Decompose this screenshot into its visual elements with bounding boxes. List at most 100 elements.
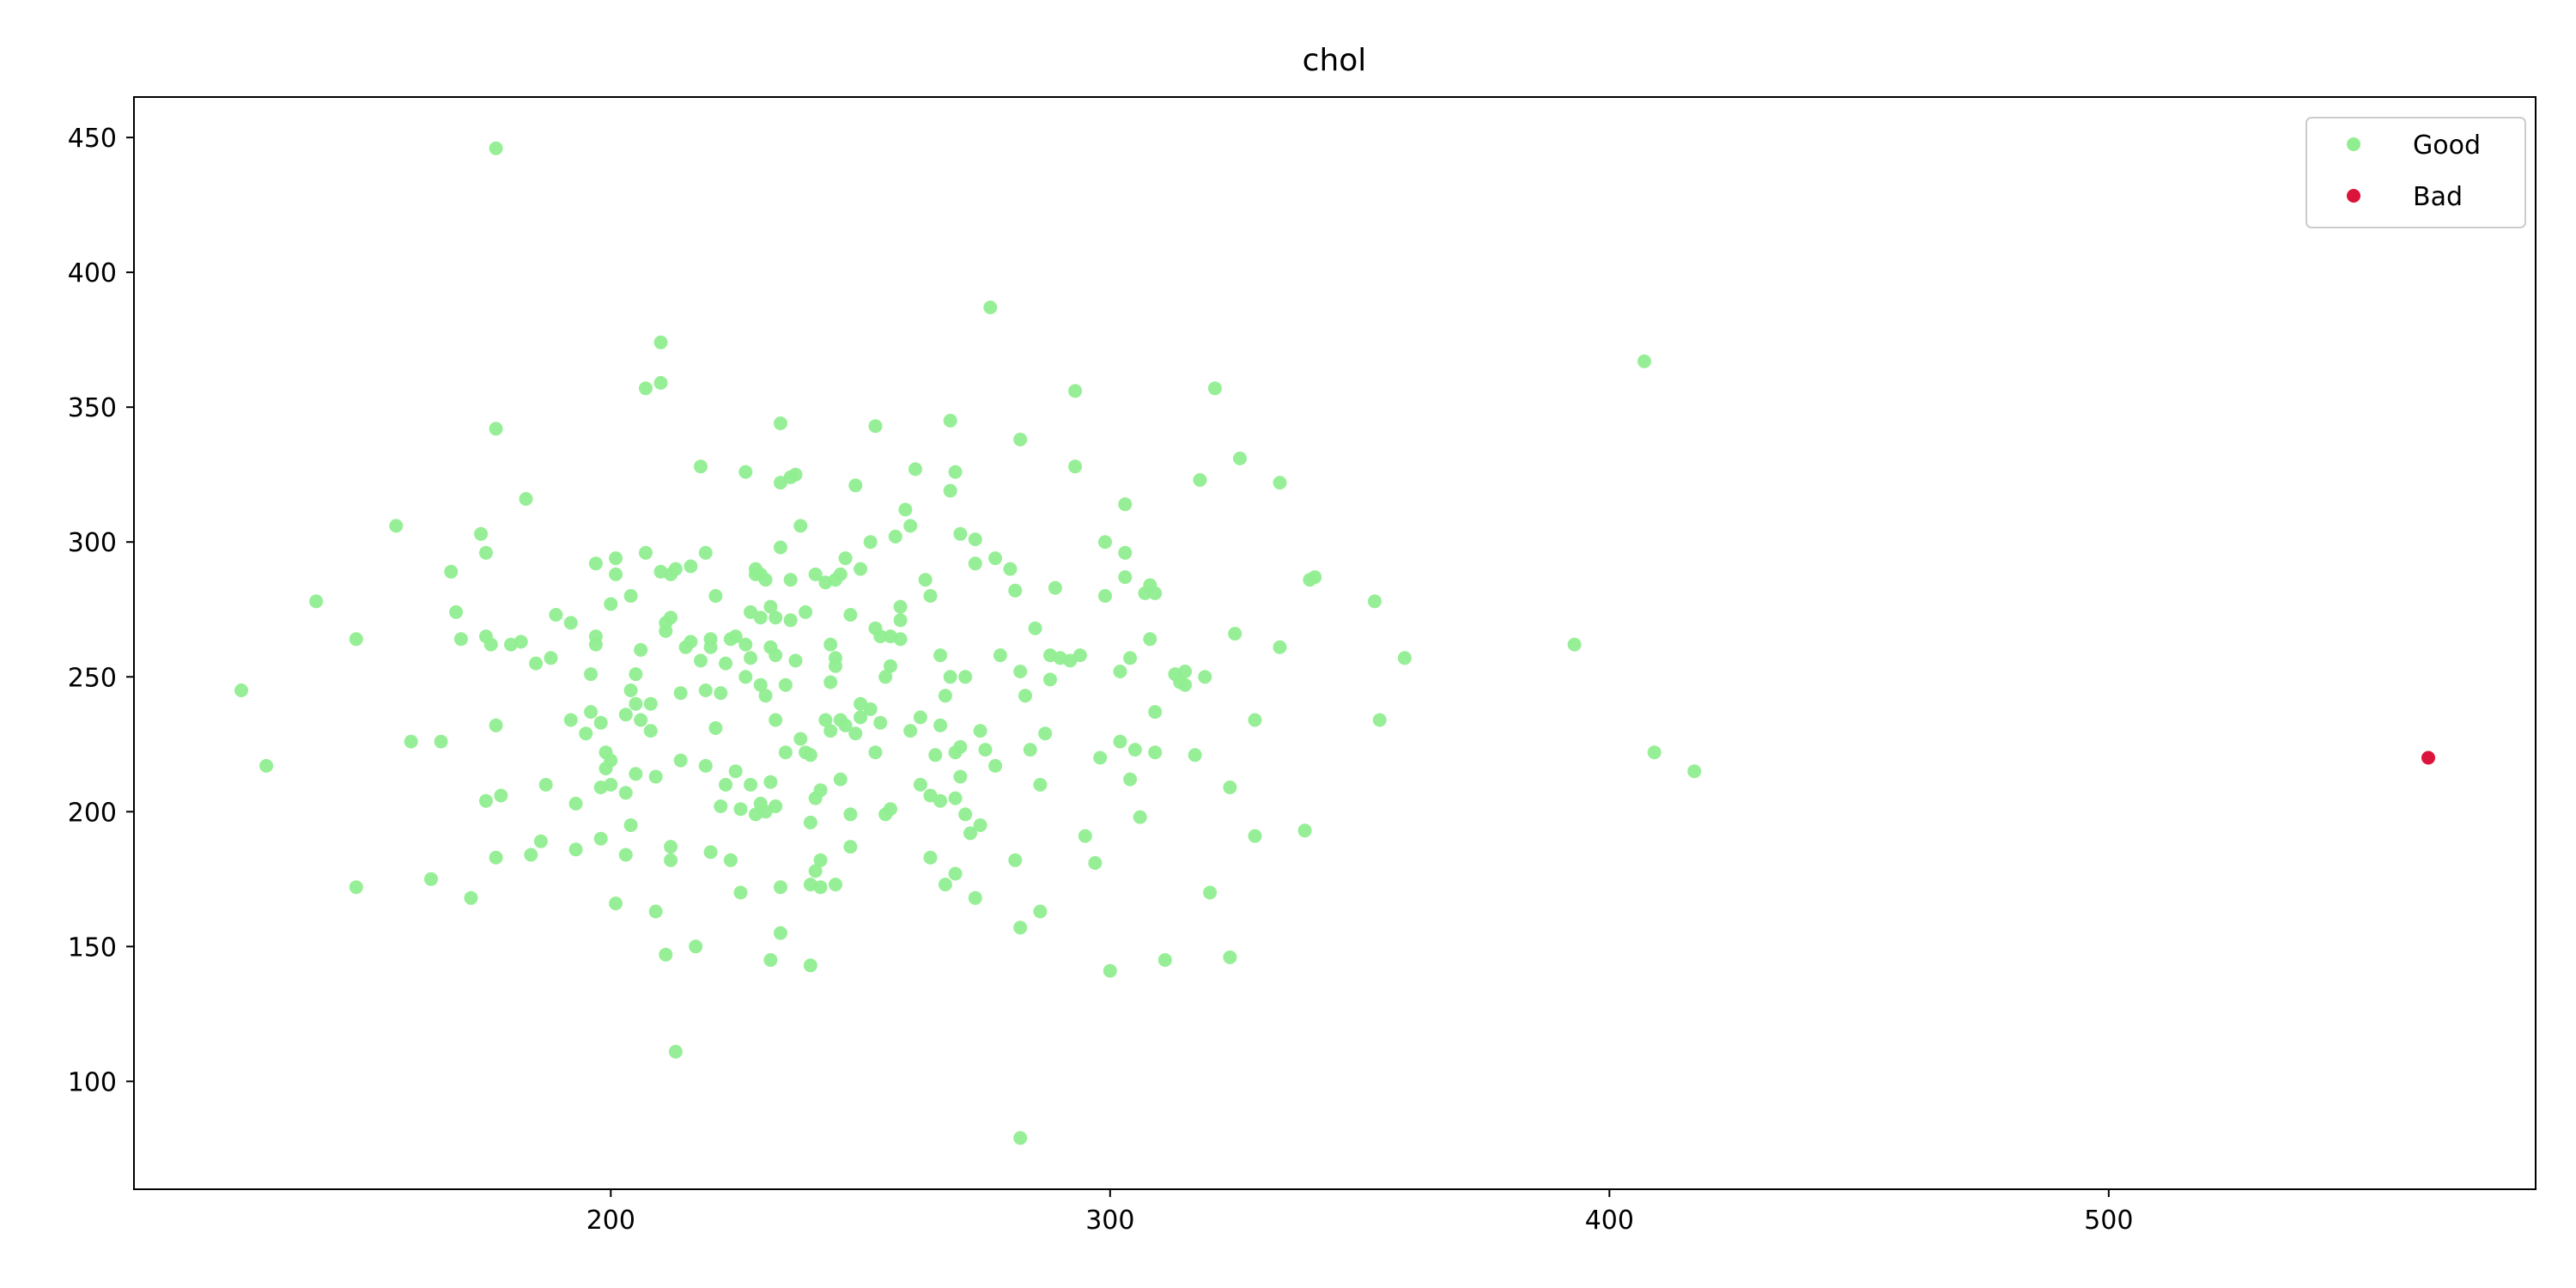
data-point-good-200: [913, 777, 927, 792]
y-tick-label: 150: [68, 933, 117, 963]
data-point-good-58: [623, 818, 638, 832]
data-point-good-48: [604, 777, 618, 792]
data-point-good-301: [1567, 637, 1582, 652]
data-point-good-133: [774, 540, 787, 555]
data-point-good-122: [758, 689, 773, 703]
data-point-good-63: [634, 713, 648, 727]
data-point-good-95: [703, 640, 718, 654]
data-point-good-151: [803, 815, 817, 829]
data-point-good-4: [349, 880, 363, 895]
data-point-good-147: [799, 605, 813, 619]
data-point-good-91: [698, 683, 713, 697]
data-point-good-285: [1203, 885, 1218, 900]
chart-title: chol: [1303, 43, 1367, 78]
x-tick-label: 400: [1585, 1206, 1634, 1236]
data-point-good-269: [1127, 743, 1142, 757]
data-point-good-112: [744, 651, 758, 665]
data-point-good-135: [774, 416, 787, 430]
plot-frame: [133, 96, 2537, 1190]
data-point-good-92: [698, 758, 713, 773]
y-tick-label: 350: [68, 393, 117, 423]
data-point-good-47: [604, 753, 618, 768]
data-point-good-261: [1103, 963, 1117, 978]
data-point-good-128: [769, 611, 783, 625]
data-point-good-176: [848, 726, 863, 741]
data-point-good-169: [833, 567, 848, 581]
data-point-good-198: [903, 724, 918, 738]
data-point-good-186: [873, 715, 888, 730]
data-point-good-36: [579, 726, 593, 741]
data-point-good-82: [673, 753, 688, 768]
data-point-good-3: [349, 632, 363, 647]
data-point-good-192: [888, 529, 902, 544]
data-point-good-229: [973, 818, 987, 832]
data-point-good-30: [544, 651, 558, 665]
data-point-good-268: [1123, 651, 1138, 665]
data-point-good-131: [769, 713, 783, 727]
data-point-good-38: [584, 705, 598, 720]
data-point-good-50: [609, 551, 623, 566]
data-point-good-106: [733, 885, 748, 900]
data-point-good-213: [943, 483, 957, 498]
data-point-good-291: [1248, 713, 1262, 727]
data-point-good-295: [1297, 823, 1312, 838]
data-point-good-259: [1098, 589, 1112, 603]
data-point-good-233: [988, 551, 1003, 566]
data-point-good-37: [584, 667, 598, 682]
data-point-good-205: [923, 850, 938, 865]
data-point-good-86: [683, 635, 698, 649]
data-point-good-201: [913, 710, 927, 725]
data-point-good-52: [609, 896, 623, 911]
data-point-good-161: [823, 637, 838, 652]
data-point-good-250: [1048, 580, 1062, 595]
data-point-good-121: [758, 573, 773, 587]
series-bad: [2421, 750, 2435, 765]
data-point-good-80: [668, 1044, 683, 1059]
legend-marker-good: [2347, 137, 2360, 151]
data-point-good-40: [588, 637, 603, 652]
data-point-good-78: [664, 840, 678, 854]
data-point-good-69: [648, 769, 663, 784]
data-point-good-35: [568, 842, 583, 857]
data-point-good-273: [1143, 632, 1157, 647]
data-point-good-237: [1008, 853, 1023, 867]
data-point-good-227: [968, 532, 982, 547]
data-point-good-33: [563, 713, 578, 727]
data-point-good-172: [843, 807, 858, 822]
data-point-good-88: [694, 459, 708, 474]
data-point-good-239: [1013, 1131, 1028, 1145]
data-point-good-17: [483, 637, 498, 652]
data-point-good-248: [1043, 672, 1057, 687]
data-point-good-144: [793, 519, 808, 533]
data-point-good-304: [1687, 764, 1702, 779]
data-point-good-77: [664, 611, 678, 625]
data-point-good-104: [728, 629, 743, 644]
axes-layer: 200 300 400 500 100 150 200 250 300 350 400 450: [68, 96, 2537, 1236]
data-point-good-98: [714, 799, 728, 813]
data-point-good-294: [1273, 640, 1287, 654]
data-point-good-210: [938, 689, 952, 703]
legend-label-bad: Bad: [2413, 182, 2463, 212]
data-point-good-188: [878, 670, 893, 684]
points-layer: [234, 141, 2435, 1145]
data-point-good-119: [753, 677, 768, 692]
data-point-good-85: [683, 559, 698, 574]
data-point-good-137: [778, 677, 793, 692]
data-point-good-5: [389, 519, 404, 533]
data-point-good-300: [1397, 651, 1412, 665]
data-point-good-87: [689, 939, 703, 954]
data-point-good-99: [714, 686, 728, 701]
data-point-good-26: [524, 848, 538, 862]
y-tick-label: 250: [68, 663, 117, 693]
data-point-good-129: [769, 648, 783, 663]
data-point-good-62: [634, 642, 648, 657]
x-tick-label: 500: [2084, 1206, 2133, 1236]
data-point-good-8: [434, 734, 448, 749]
data-point-good-193: [893, 599, 908, 614]
data-point-good-21: [489, 141, 503, 155]
data-point-good-214: [943, 413, 957, 428]
data-point-good-1: [259, 758, 274, 773]
data-point-good-277: [1157, 953, 1172, 967]
data-point-good-136: [774, 880, 787, 895]
